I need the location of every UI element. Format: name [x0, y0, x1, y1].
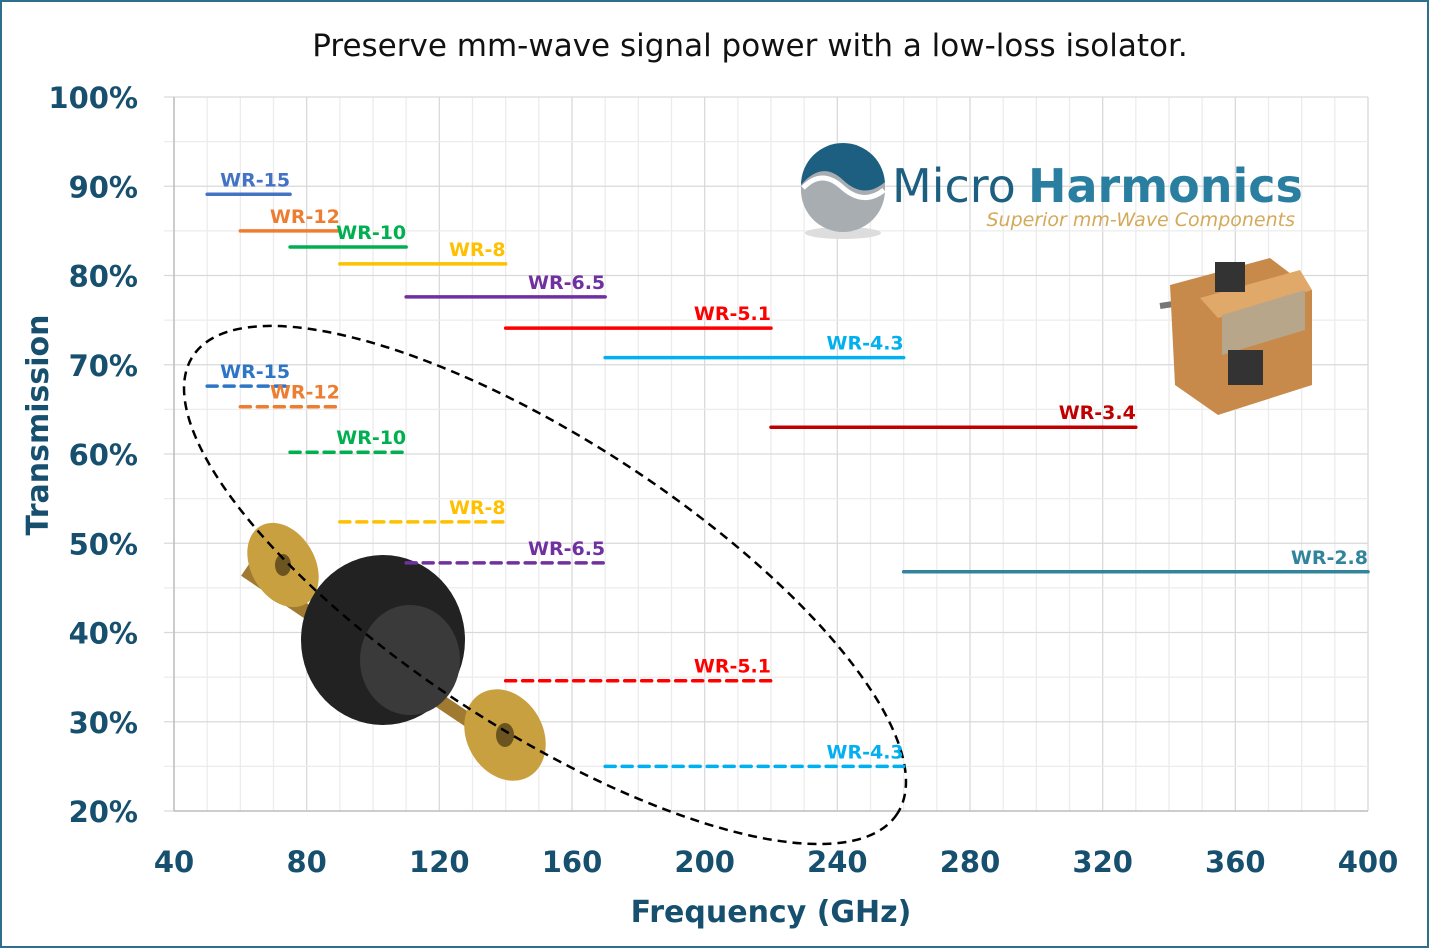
series-label: WR-12: [270, 382, 340, 404]
y-tick-label: 50%: [69, 527, 138, 561]
series-label: WR-8: [449, 497, 506, 519]
series-label: WR-12: [270, 206, 340, 228]
series-label: WR-4.3: [827, 333, 904, 355]
series-label: WR-15: [220, 361, 290, 383]
x-tick-label: 400: [1338, 845, 1399, 879]
x-tick-label: 240: [807, 845, 868, 879]
x-tick-label: 160: [542, 845, 603, 879]
series-label: WR-3.4: [1059, 402, 1136, 424]
series-label: WR-10: [336, 427, 406, 449]
series-label: WR-5.1: [694, 656, 771, 678]
x-tick-label: 280: [940, 845, 1001, 879]
microharmonics-logo: Micro Harmonics Superior mm-Wave Compone…: [801, 143, 1303, 239]
series-label: WR-5.1: [694, 303, 771, 325]
series-label: WR-4.3: [827, 741, 904, 763]
y-tick-label: 40%: [69, 617, 138, 651]
y-tick-label: 100%: [48, 81, 138, 115]
y-tick-label: 60%: [69, 438, 138, 472]
y-tick-label: 70%: [69, 349, 138, 383]
series-label: WR-8: [449, 239, 506, 261]
x-tick-label: 320: [1072, 845, 1133, 879]
y-tick-label: 90%: [69, 170, 138, 204]
dashed-ellipse-annotation: [182, 324, 908, 846]
series-label: WR-2.8: [1291, 547, 1368, 569]
series-label: WR-15: [220, 169, 290, 191]
chart-title: Preserve mm-wave signal power with a low…: [312, 28, 1188, 64]
logo-name-light: Micro: [892, 159, 1016, 213]
x-tick-label: 360: [1205, 845, 1266, 879]
series-label: WR-6.5: [528, 272, 605, 294]
x-tick-label: 200: [674, 845, 735, 879]
waveguide-isolator-block-image: [1159, 258, 1312, 415]
series-label: WR-10: [336, 222, 406, 244]
y-tick-label: 80%: [69, 260, 138, 294]
coaxial-isolator-image: [241, 522, 546, 781]
logo-tagline: Superior mm-Wave Components: [986, 209, 1295, 231]
x-tick-label: 40: [154, 845, 194, 879]
x-tick-label: 120: [409, 845, 470, 879]
grid: [164, 96, 1369, 812]
series: WR-15WR-12WR-10WR-8WR-6.5WR-5.1WR-4.3WR-…: [205, 169, 1370, 769]
y-tick-label: 20%: [69, 795, 138, 829]
series-label: WR-6.5: [528, 538, 605, 560]
logo-name-bold: Harmonics: [1028, 159, 1303, 213]
axis-ticks: 40 80 120 160 200 240 280 320 360 400 20% 30% 40% 50%…: [48, 81, 1398, 879]
y-tick-label: 30%: [69, 706, 138, 740]
y-axis-label: Transmission: [21, 315, 56, 536]
x-tick-label: 80: [286, 845, 326, 879]
x-axis-label: Frequency (GHz): [631, 895, 912, 930]
